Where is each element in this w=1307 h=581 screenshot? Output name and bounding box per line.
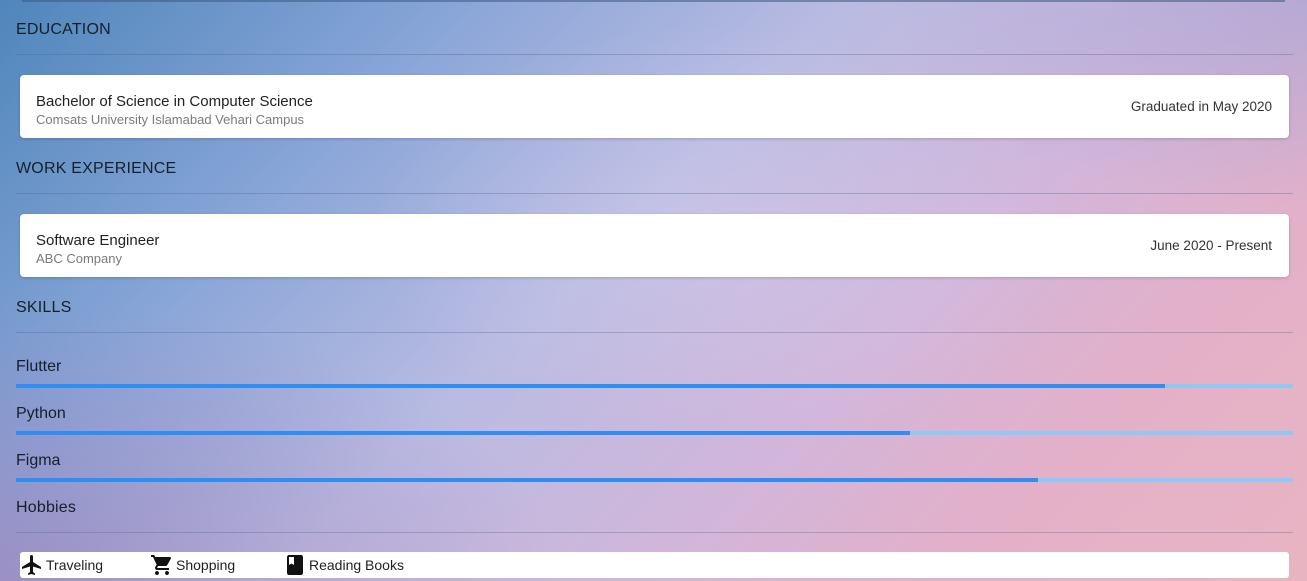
hobby-label: Traveling — [46, 557, 104, 573]
hobby-label: Reading Books — [309, 557, 404, 573]
skill-label-flutter: Flutter — [16, 358, 62, 375]
institution-name: Comsats University Islamabad Vehari Camp… — [36, 112, 305, 127]
skills-heading: SKILLS — [16, 299, 72, 316]
skill-progress-fill — [16, 431, 910, 435]
skill-label-python: Python — [16, 405, 66, 422]
top-divider — [22, 0, 1285, 2]
skills-divider — [16, 332, 1293, 333]
work-card[interactable]: Software Engineer ABC Company June 2020 … — [20, 214, 1289, 277]
job-title: Software Engineer — [36, 232, 160, 249]
skill-progress-fill — [16, 478, 1038, 482]
shopping-cart-icon — [150, 553, 174, 577]
work-heading: WORK EXPERIENCE — [16, 160, 177, 177]
skill-progress-flutter — [16, 384, 1293, 388]
skill-label-figma: Figma — [16, 452, 61, 469]
skill-progress-python — [16, 431, 1293, 435]
education-divider — [16, 54, 1293, 55]
degree-title: Bachelor of Science in Computer Science — [36, 93, 313, 110]
hobby-chip-shopping[interactable]: Shopping — [150, 552, 235, 578]
education-heading: EDUCATION — [16, 21, 111, 38]
graduation-date: Graduated in May 2020 — [1130, 99, 1272, 114]
hobbies-heading: Hobbies — [16, 499, 77, 516]
company-name: ABC Company — [36, 251, 122, 266]
work-divider — [16, 193, 1293, 194]
employment-dates: June 2020 - Present — [1150, 238, 1272, 253]
skill-progress-fill — [16, 384, 1166, 388]
education-card[interactable]: Bachelor of Science in Computer Science … — [20, 75, 1289, 138]
hobby-chip-reading-books[interactable]: Reading Books — [283, 552, 404, 578]
airplane-icon — [20, 553, 44, 577]
hobby-label: Shopping — [176, 557, 236, 573]
skill-progress-figma — [16, 478, 1293, 482]
hobby-chip-traveling[interactable]: Traveling — [20, 552, 103, 578]
hobbies-divider — [16, 532, 1293, 533]
book-icon — [283, 553, 307, 577]
hobbies-row: Traveling Shopping Reading Books — [20, 552, 1289, 578]
